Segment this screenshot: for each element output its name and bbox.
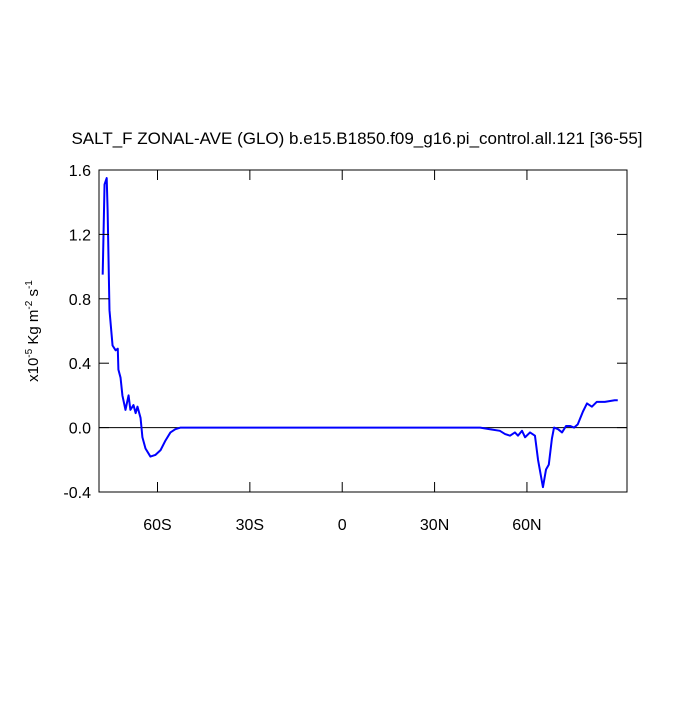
y-label-part: s [25, 289, 42, 301]
y-tick-label: 1.6 [69, 163, 91, 180]
x-tick-label: 0 [338, 517, 347, 534]
x-tick-label: 60S [143, 517, 171, 534]
x-tick-label: 60N [512, 517, 541, 534]
y-label-sup: -5 [24, 348, 35, 357]
y-tick-label: -0.4 [63, 485, 91, 502]
y-label-sup: -1 [24, 280, 35, 289]
y-label-sup: -2 [24, 300, 35, 309]
x-tick-label: 30N [420, 517, 449, 534]
y-tick-label: 0.8 [69, 292, 91, 309]
data-line [101, 177, 618, 489]
y-tick-label: 0.0 [69, 421, 91, 438]
y-tick-label: 1.2 [69, 227, 91, 244]
y-label-part: x10 [25, 358, 42, 382]
y-tick-label: 0.4 [69, 356, 91, 373]
y-axis-label: x10-5 Kg m-2 s-1 [24, 280, 42, 382]
chart-title: SALT_F ZONAL-AVE (GLO) b.e15.B1850.f09_g… [71, 129, 642, 148]
x-tick-label: 30S [236, 517, 264, 534]
plot-frame [98, 169, 628, 493]
y-label-part: Kg m [25, 310, 42, 349]
